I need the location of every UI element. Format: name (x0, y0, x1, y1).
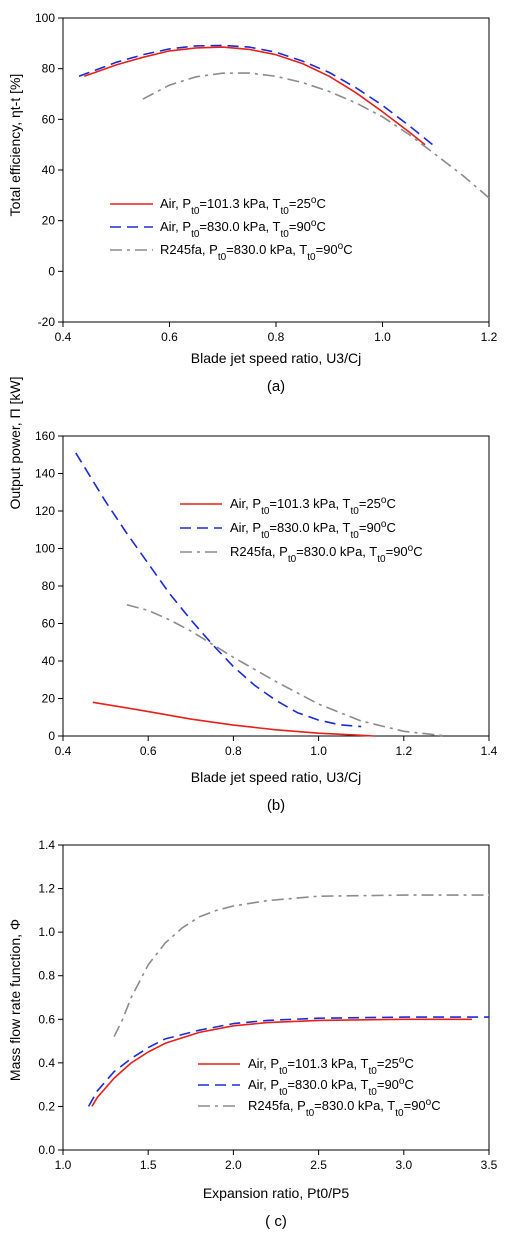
y-tick-label: 0.8 (38, 969, 55, 983)
y-tick-label: 100 (35, 542, 55, 556)
y-tick-label: -20 (38, 315, 56, 329)
y-tick-label: 80 (42, 62, 56, 76)
legend-label-2: R245fa, Pt0=830.0 kPa, Tt0=90oC (160, 241, 353, 263)
y-tick-label: 60 (42, 112, 56, 126)
x-tick-label: 1.5 (140, 1158, 157, 1172)
y-tick-label: 20 (42, 692, 56, 706)
y-tick-label: 0 (48, 729, 55, 743)
panel-caption-a: (a) (267, 378, 285, 395)
series-line-1 (75, 452, 362, 728)
x-tick-label: 1.0 (55, 1158, 72, 1172)
y-axis-label-a: Total efficiency, ηt-t [%] (7, 74, 23, 217)
y-tick-label: 120 (35, 504, 55, 518)
x-tick-label: 0.6 (161, 330, 178, 344)
legend-label-1: Air, Pt0=830.0 kPa, Tt0=90oC (160, 218, 326, 240)
series-line-1 (87, 1016, 489, 1107)
y-tick-label: 20 (42, 214, 56, 228)
y-tick-label: 0 (48, 264, 55, 278)
y-tick-label: 1.0 (38, 925, 55, 939)
series-line-1 (78, 44, 437, 148)
x-tick-label: 1.2 (481, 330, 498, 344)
x-tick-label: 0.8 (225, 744, 242, 758)
y-axis-label-c: Mass flow rate function, Φ (7, 919, 23, 1081)
legend-label-0: Air, Pt0=101.3 kPa, Tt0=25oC (230, 495, 396, 517)
y-axis-label-b: Output power, Π [kW] (7, 376, 23, 509)
x-tick-label: 0.6 (140, 744, 157, 758)
x-tick-label: 1.2 (395, 744, 412, 758)
legend-label-1: Air, Pt0=830.0 kPa, Tt0=90oC (248, 1076, 414, 1098)
plot-frame (62, 844, 490, 1151)
x-tick-label: 1.0 (374, 330, 391, 344)
y-tick-label: 80 (42, 579, 56, 593)
y-tick-label: 140 (35, 467, 55, 481)
x-tick-label: 0.4 (55, 744, 72, 758)
legend-label-1: Air, Pt0=830.0 kPa, Tt0=90oC (230, 519, 396, 541)
panel-b: Output power, Π [kW] Blade jet speed rat… (7, 376, 498, 814)
x-tick-label: 2.0 (225, 1158, 242, 1172)
x-tick-label: 0.8 (268, 330, 285, 344)
panel-caption-b: (b) (267, 797, 285, 814)
y-tick-label: 1.2 (38, 882, 55, 896)
series-line-0 (91, 1018, 472, 1107)
panel-a: Total efficiency, ηt-t [%] Blade jet spe… (7, 11, 498, 395)
legend-label-2: R245fa, Pt0=830.0 kPa, Tt0=90oC (230, 543, 423, 565)
series-line-2 (113, 894, 489, 1038)
y-tick-label: 40 (42, 654, 56, 668)
x-tick-label: 3.0 (395, 1158, 412, 1172)
y-tick-label: 0.4 (38, 1056, 55, 1070)
legend-label-0: Air, Pt0=101.3 kPa, Tt0=25oC (160, 195, 326, 217)
panel-caption-c: ( c) (265, 1213, 287, 1230)
legend-label-0: Air, Pt0=101.3 kPa, Tt0=25oC (248, 1055, 414, 1077)
plot-frame (62, 435, 490, 737)
legend-label-2: R245fa, Pt0=830.0 kPa, Tt0=90oC (248, 1097, 441, 1119)
y-tick-label: 60 (42, 617, 56, 631)
y-tick-label: 0.0 (38, 1143, 55, 1157)
panel-c: Mass flow rate function, Φ Expansion rat… (7, 838, 498, 1230)
series-line-0 (84, 46, 426, 146)
y-tick-label: 160 (35, 429, 55, 443)
x-tick-label: 0.4 (55, 330, 72, 344)
y-tick-label: 0.2 (38, 1099, 55, 1113)
y-tick-label: 0.6 (38, 1012, 55, 1026)
y-tick-label: 40 (42, 163, 56, 177)
series-line-0 (92, 701, 375, 737)
y-tick-label: 100 (35, 11, 55, 25)
series-line-2 (126, 604, 447, 737)
plot-frame (62, 17, 490, 323)
x-axis-label-a: Blade jet speed ratio, U3/Cj (191, 350, 361, 366)
x-tick-label: 1.0 (310, 744, 327, 758)
x-axis-label-c: Expansion ratio, Pt0/P5 (203, 1185, 350, 1201)
series-line-2 (142, 72, 490, 199)
y-tick-label: 1.4 (38, 838, 55, 852)
x-axis-label-b: Blade jet speed ratio, U3/Cj (191, 769, 361, 785)
x-tick-label: 1.4 (481, 744, 498, 758)
x-tick-label: 2.5 (310, 1158, 327, 1172)
x-tick-label: 3.5 (481, 1158, 498, 1172)
